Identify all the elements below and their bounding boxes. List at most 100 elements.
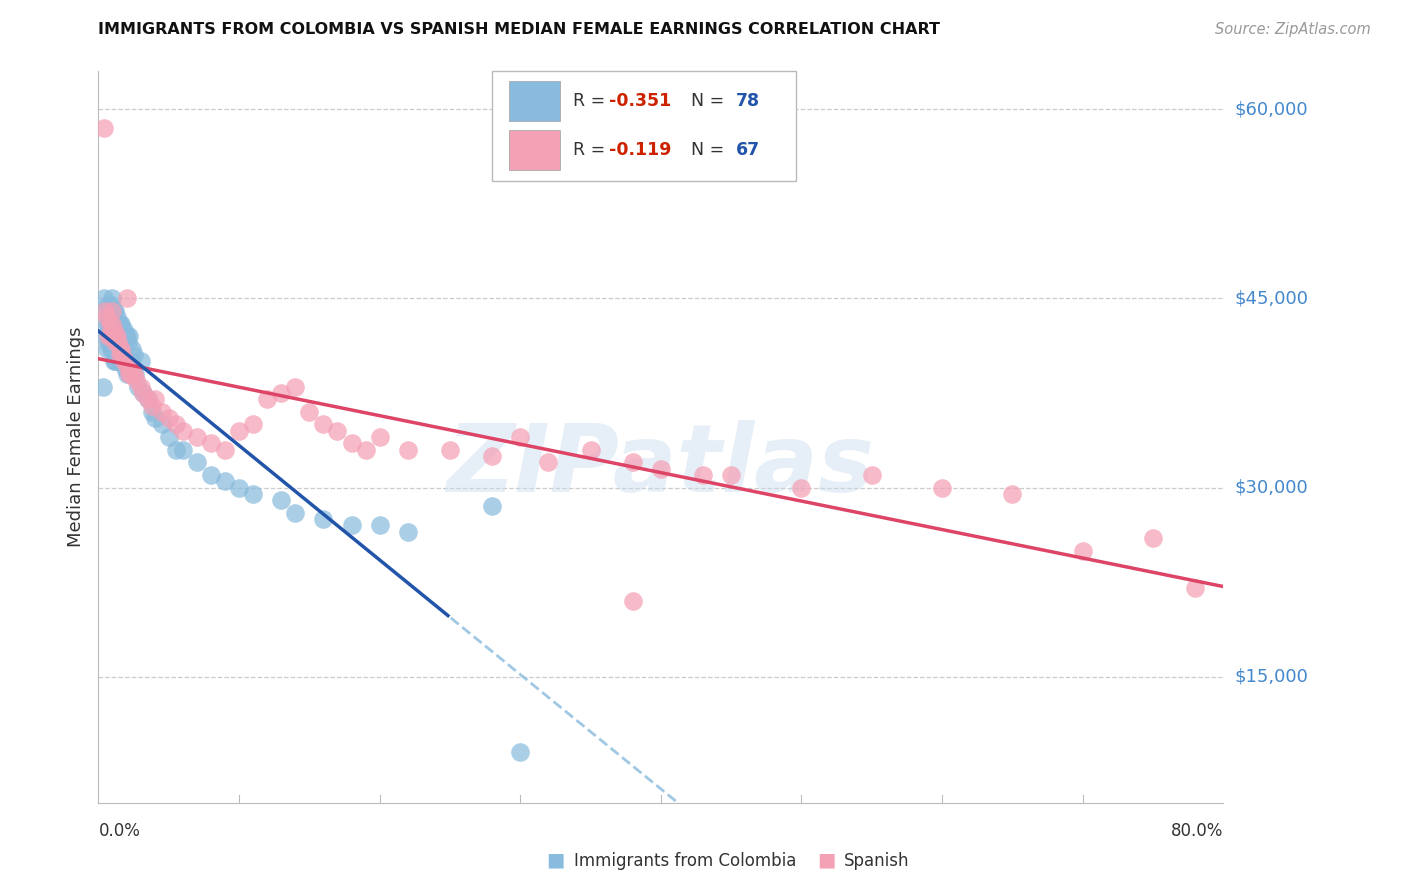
Point [100, 323, 122, 337]
Point [141, 399, 163, 413]
Text: $15,000: $15,000 [1234, 668, 1309, 686]
Point [108, 348, 131, 362]
Point [509, 745, 531, 759]
FancyBboxPatch shape [509, 80, 560, 120]
Point [114, 360, 136, 375]
Text: N =: N = [681, 141, 730, 159]
Point [129, 354, 152, 368]
Point [1184, 582, 1206, 596]
Point [621, 594, 644, 608]
Point [118, 329, 141, 343]
Point [108, 354, 131, 368]
Point [101, 317, 124, 331]
Point [112, 354, 135, 368]
Point [104, 335, 127, 350]
Point [790, 481, 813, 495]
Text: -0.119: -0.119 [609, 141, 672, 159]
Point [94, 304, 117, 318]
Text: Spanish: Spanish [844, 852, 910, 870]
Text: $30,000: $30,000 [1234, 478, 1308, 497]
Point [537, 455, 560, 469]
Point [242, 417, 264, 432]
Point [96, 342, 118, 356]
Point [127, 379, 149, 393]
Text: N =: N = [681, 92, 730, 110]
Point [396, 524, 419, 539]
Point [93, 121, 115, 136]
Point [96, 310, 118, 325]
Point [579, 442, 602, 457]
Point [122, 367, 145, 381]
Point [107, 329, 129, 343]
Point [105, 329, 128, 343]
Point [107, 335, 129, 350]
Point [103, 354, 125, 368]
Point [107, 317, 129, 331]
Point [96, 317, 118, 331]
Point [104, 354, 127, 368]
Point [200, 467, 222, 482]
Point [110, 354, 132, 368]
Point [110, 342, 132, 356]
Point [108, 335, 131, 350]
Point [120, 367, 142, 381]
Point [94, 304, 117, 318]
Point [129, 379, 152, 393]
Point [100, 310, 122, 325]
Point [104, 317, 127, 331]
Point [107, 348, 129, 362]
Point [122, 348, 145, 362]
Point [132, 386, 155, 401]
Point [125, 373, 148, 387]
Text: IMMIGRANTS FROM COLOMBIA VS SPANISH MEDIAN FEMALE EARNINGS CORRELATION CHART: IMMIGRANTS FROM COLOMBIA VS SPANISH MEDI… [98, 22, 941, 37]
Point [115, 367, 138, 381]
Point [298, 405, 321, 419]
Point [104, 304, 127, 318]
Point [105, 354, 128, 368]
Point [1001, 487, 1024, 501]
Point [115, 329, 138, 343]
Text: $45,000: $45,000 [1234, 289, 1309, 308]
Point [101, 329, 124, 343]
Point [97, 329, 120, 343]
Point [143, 392, 166, 407]
Text: 0.0%: 0.0% [98, 822, 141, 839]
Point [270, 493, 292, 508]
Point [284, 379, 307, 393]
Point [110, 317, 132, 331]
Point [97, 298, 120, 312]
Point [93, 291, 115, 305]
Point [1142, 531, 1164, 545]
Point [172, 442, 194, 457]
Point [396, 442, 419, 457]
Point [141, 405, 163, 419]
Point [105, 310, 128, 325]
Point [284, 506, 307, 520]
Point [509, 430, 531, 444]
Point [860, 467, 883, 482]
Point [108, 342, 131, 356]
Point [150, 405, 173, 419]
Point [117, 335, 139, 350]
Text: ■: ■ [546, 851, 565, 870]
Point [118, 367, 141, 381]
Point [121, 342, 143, 356]
Point [368, 518, 391, 533]
FancyBboxPatch shape [509, 130, 560, 170]
Point [692, 467, 714, 482]
Text: Immigrants from Colombia: Immigrants from Colombia [574, 852, 796, 870]
Point [136, 392, 159, 407]
Point [228, 424, 250, 438]
Point [114, 329, 136, 343]
Text: 67: 67 [737, 141, 761, 159]
Point [931, 481, 953, 495]
Point [270, 386, 292, 401]
Point [340, 518, 363, 533]
Point [186, 430, 208, 444]
Text: 80.0%: 80.0% [1171, 822, 1223, 839]
Point [650, 461, 672, 475]
Point [621, 455, 644, 469]
Text: $60,000: $60,000 [1234, 100, 1308, 119]
Text: -0.351: -0.351 [609, 92, 671, 110]
Point [103, 323, 125, 337]
